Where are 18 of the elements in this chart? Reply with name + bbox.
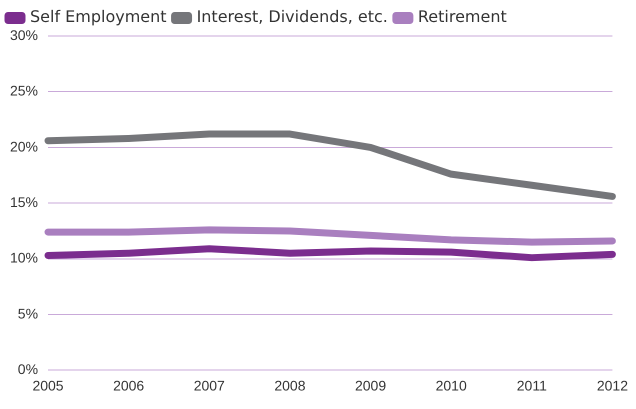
x-tick-label: 2008: [274, 377, 306, 394]
x-tick-label: 2005: [32, 377, 64, 394]
legend-label: Retirement: [418, 7, 507, 26]
y-tick-label: 5%: [18, 305, 38, 322]
x-tick-label: 2009: [354, 377, 386, 394]
y-tick-label: 25%: [10, 82, 38, 99]
x-tick-label: 2011: [516, 377, 548, 394]
y-tick-label: 15%: [10, 194, 38, 210]
legend-label: Self Employment: [30, 7, 167, 26]
y-tick-label: 10%: [10, 250, 38, 266]
legend-label: Interest, Dividends, etc.: [196, 7, 388, 26]
y-tick-label: 20%: [10, 138, 38, 154]
y-tick-label: 0%: [18, 361, 38, 378]
x-tick-label: 2007: [194, 377, 226, 394]
x-tick-label: 2012: [596, 377, 628, 394]
x-tick-label: 2006: [113, 377, 144, 394]
x-tick-label: 2010: [436, 377, 467, 394]
y-tick-label: 30%: [10, 26, 38, 43]
